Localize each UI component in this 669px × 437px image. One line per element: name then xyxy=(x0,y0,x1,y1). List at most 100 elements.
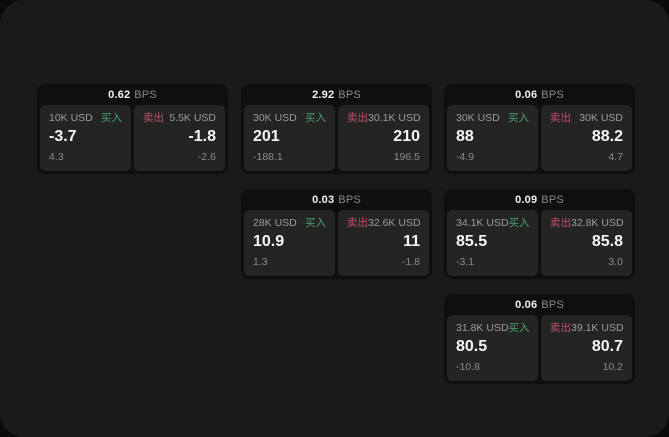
buy-quote-tile[interactable]: 30K USD 买入 201 -188.1 xyxy=(244,105,335,171)
card-body: 10K USD 买入 -3.7 4.3 卖出 5.5K USD -1.8 -2.… xyxy=(37,105,228,174)
quote-card: 0.03 BPS 28K USD 买入 10.9 1.3 卖出 32.6K US… xyxy=(241,189,432,279)
buy-quote-tile[interactable]: 34.1K USD 买入 85.5 -3.1 xyxy=(447,210,538,276)
buy-change: -10.8 xyxy=(456,361,480,373)
sell-amount: 39.1K USD xyxy=(571,322,624,334)
buy-quote-tile[interactable]: 30K USD 买入 88 -4.9 xyxy=(447,105,538,171)
sell-quote-tile[interactable]: 卖出 30K USD 88.2 4.7 xyxy=(541,105,632,171)
bps-unit-label: BPS xyxy=(338,88,361,101)
buy-amount: 30K USD xyxy=(456,112,500,124)
bps-value: 0.06 xyxy=(515,88,538,101)
buy-price: 88 xyxy=(456,128,474,145)
quote-card: 0.09 BPS 34.1K USD 买入 85.5 -3.1 卖出 32.8K… xyxy=(444,189,635,279)
buy-price: 201 xyxy=(253,128,280,145)
sell-tile-top-row: 卖出 32.8K USD xyxy=(550,216,624,230)
buy-side-label: 买入 xyxy=(508,322,530,334)
buy-side-label: 买入 xyxy=(305,112,326,124)
buy-change: 4.3 xyxy=(49,151,64,163)
sell-tile-top-row: 卖出 32.6K USD xyxy=(347,216,421,230)
quote-card: 0.06 BPS 31.8K USD 买入 80.5 -10.8 卖出 39.1… xyxy=(444,294,635,384)
buy-change: 1.3 xyxy=(253,256,268,268)
buy-change: -4.9 xyxy=(456,151,475,163)
sell-tile-top-row: 卖出 5.5K USD xyxy=(143,111,216,125)
sell-quote-tile[interactable]: 卖出 39.1K USD 80.7 10.2 xyxy=(541,315,632,381)
bps-unit-label: BPS xyxy=(134,88,157,101)
sell-side-label: 卖出 xyxy=(143,112,164,124)
sell-change: 4.7 xyxy=(608,151,623,163)
card-body: 28K USD 买入 10.9 1.3 卖出 32.6K USD 11 -1.8 xyxy=(241,210,432,279)
buy-quote-tile[interactable]: 10K USD 买入 -3.7 4.3 xyxy=(40,105,131,171)
quote-card: 0.06 BPS 30K USD 买入 88 -4.9 卖出 30K USD 8… xyxy=(444,84,635,174)
sell-quote-tile[interactable]: 卖出 5.5K USD -1.8 -2.6 xyxy=(134,105,225,171)
buy-amount: 31.8K USD xyxy=(456,322,509,334)
sell-price: 85.8 xyxy=(591,233,623,250)
card-header: 0.09 BPS xyxy=(444,189,635,210)
card-header: 0.03 BPS xyxy=(241,189,432,210)
buy-change: -188.1 xyxy=(253,151,283,163)
card-body: 31.8K USD 买入 80.5 -10.8 卖出 39.1K USD 80.… xyxy=(444,315,635,384)
card-body: 34.1K USD 买入 85.5 -3.1 卖出 32.8K USD 85.8… xyxy=(444,210,635,279)
sell-amount: 30.1K USD xyxy=(368,112,421,124)
quote-card: 2.92 BPS 30K USD 买入 201 -188.1 卖出 30.1K … xyxy=(241,84,432,174)
buy-tile-top-row: 34.1K USD 买入 xyxy=(456,216,530,230)
sell-amount: 5.5K USD xyxy=(169,112,216,124)
sell-change: 10.2 xyxy=(602,361,623,373)
sell-quote-tile[interactable]: 卖出 32.6K USD 11 -1.8 xyxy=(338,210,429,276)
buy-tile-top-row: 28K USD 买入 xyxy=(253,216,326,230)
bps-value: 0.03 xyxy=(312,193,335,206)
buy-side-label: 买入 xyxy=(508,112,529,124)
buy-tile-top-row: 10K USD 买入 xyxy=(49,111,122,125)
bps-unit-label: BPS xyxy=(541,88,564,101)
buy-amount: 30K USD xyxy=(253,112,297,124)
sell-quote-tile[interactable]: 卖出 32.8K USD 85.8 3.0 xyxy=(541,210,632,276)
buy-tile-top-row: 31.8K USD 买入 xyxy=(456,321,530,335)
sell-change: 196.5 xyxy=(393,151,420,163)
buy-price: 85.5 xyxy=(456,233,488,250)
card-header: 0.06 BPS xyxy=(444,84,635,105)
sell-change: -2.6 xyxy=(197,151,216,163)
sell-change: 3.0 xyxy=(608,256,623,268)
sell-tile-top-row: 卖出 30K USD xyxy=(550,111,623,125)
buy-quote-tile[interactable]: 31.8K USD 买入 80.5 -10.8 xyxy=(447,315,538,381)
buy-price: 10.9 xyxy=(253,233,285,250)
card-body: 30K USD 买入 201 -188.1 卖出 30.1K USD 210 1… xyxy=(241,105,432,174)
sell-price: -1.8 xyxy=(188,128,216,145)
buy-side-label: 买入 xyxy=(305,217,326,229)
buy-amount: 34.1K USD xyxy=(456,217,509,229)
buy-price: 80.5 xyxy=(456,338,488,355)
card-header: 2.92 BPS xyxy=(241,84,432,105)
sell-side-label: 卖出 xyxy=(550,322,571,334)
sell-amount: 30K USD xyxy=(579,112,623,124)
sell-price: 210 xyxy=(393,128,420,145)
buy-side-label: 买入 xyxy=(101,112,122,124)
sell-side-label: 卖出 xyxy=(347,217,368,229)
bps-unit-label: BPS xyxy=(338,193,361,206)
buy-tile-top-row: 30K USD 买入 xyxy=(456,111,529,125)
bps-unit-label: BPS xyxy=(541,298,564,311)
sell-change: -1.8 xyxy=(401,256,420,268)
bps-value: 0.62 xyxy=(108,88,131,101)
card-header: 0.62 BPS xyxy=(37,84,228,105)
bps-unit-label: BPS xyxy=(541,193,564,206)
sell-quote-tile[interactable]: 卖出 30.1K USD 210 196.5 xyxy=(338,105,429,171)
sell-price: 80.7 xyxy=(591,338,623,355)
sell-side-label: 卖出 xyxy=(347,112,368,124)
bps-value: 2.92 xyxy=(312,88,335,101)
sell-price: 11 xyxy=(403,233,420,250)
buy-change: -3.1 xyxy=(456,256,475,268)
buy-amount: 28K USD xyxy=(253,217,297,229)
sell-price: 88.2 xyxy=(591,128,623,145)
card-header: 0.06 BPS xyxy=(444,294,635,315)
buy-quote-tile[interactable]: 28K USD 买入 10.9 1.3 xyxy=(244,210,335,276)
bps-value: 0.09 xyxy=(515,193,538,206)
card-body: 30K USD 买入 88 -4.9 卖出 30K USD 88.2 4.7 xyxy=(444,105,635,174)
buy-side-label: 买入 xyxy=(508,217,530,229)
buy-price: -3.7 xyxy=(49,128,77,145)
sell-amount: 32.6K USD xyxy=(368,217,421,229)
sell-amount: 32.8K USD xyxy=(571,217,624,229)
buy-tile-top-row: 30K USD 买入 xyxy=(253,111,326,125)
sell-tile-top-row: 卖出 30.1K USD xyxy=(347,111,421,125)
buy-amount: 10K USD xyxy=(49,112,93,124)
sell-side-label: 卖出 xyxy=(550,112,571,124)
